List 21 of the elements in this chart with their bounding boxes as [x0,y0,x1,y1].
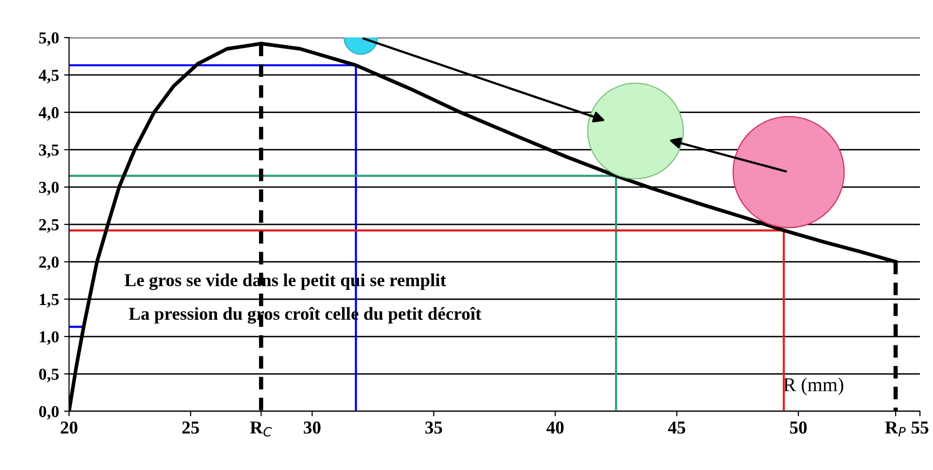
x-tick-label: 25 [182,422,199,434]
y-tick-label: 3,0 [39,182,59,196]
x-tick-label: 20 [60,421,78,434]
y-tick-label: 1,0 [40,331,59,345]
y-tick-label: 5,0 [39,32,59,46]
x-tick-label: R$_{C}$ [250,422,272,437]
x-tick-label: 30 [304,421,320,434]
y-tick-label: 4,0 [38,107,59,121]
x-tick-label: 35 [425,422,442,434]
x-tick-label: 55 [912,422,928,434]
y-tick-label: 2,0 [39,256,59,270]
y-tick-label: 2,5 [39,219,59,233]
y-tick-label: 1,5 [40,294,59,308]
y-tick-label: 0,5 [39,368,59,382]
x-tick-label: R$_{P}$ [885,422,906,436]
y-tick-label: 4,5 [38,70,59,84]
y-tick-label: 0,0 [39,406,59,420]
x-tick-label: 45 [668,422,686,434]
x-tick-label: 50 [790,421,807,434]
y-tick-label: 3,5 [39,144,59,158]
x-tick-label: 40 [546,421,564,434]
